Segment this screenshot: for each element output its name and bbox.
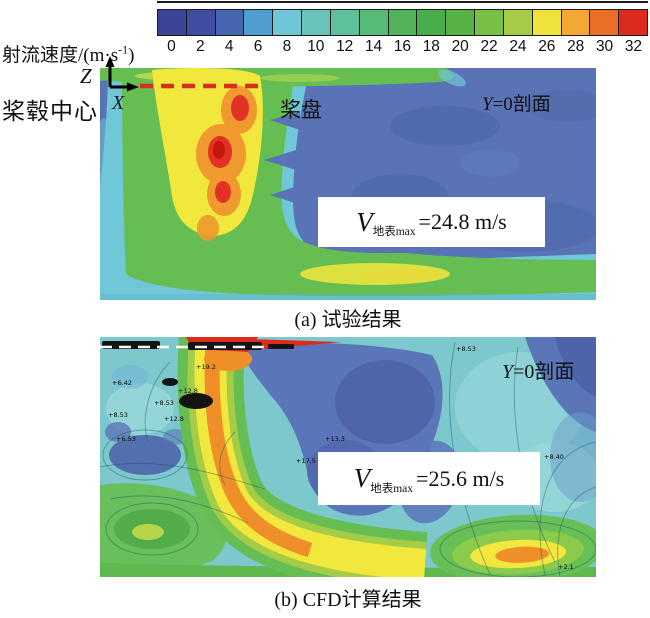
panel-a-experiment: 桨盘 Y=0剖面 V 地表max =24.8 m/s bbox=[100, 68, 596, 300]
panel-b: Y=0剖面 V 地表max =25.6 m/s +19.2 +12.8 +6.42 +8.… bbox=[100, 337, 596, 577]
colorbar-cell bbox=[446, 10, 476, 35]
colorbar-cell bbox=[388, 10, 418, 35]
contour-value-label: +17.5 bbox=[296, 457, 316, 465]
cfd-bottom-right-hotspot bbox=[429, 514, 596, 577]
rotor-disk-notches bbox=[264, 112, 300, 204]
colorbar-tick: 26 bbox=[538, 38, 556, 55]
colorbar-cell bbox=[330, 10, 360, 35]
colorbar-tick: 6 bbox=[253, 38, 263, 55]
colorbar-tick: 4 bbox=[224, 38, 234, 55]
colorbar-tick: 30 bbox=[595, 38, 614, 55]
colorbar-cell bbox=[158, 10, 187, 35]
hub-center-label: 桨毂中心 bbox=[2, 99, 98, 124]
section-plane-y-b: Y bbox=[502, 361, 514, 383]
jet-hotspots-red bbox=[208, 95, 249, 203]
colorbar-cell bbox=[215, 10, 245, 35]
colorbar-tick: 2 bbox=[196, 38, 205, 55]
cfd-jet-band bbox=[177, 337, 428, 577]
colorbar-cell bbox=[619, 10, 648, 35]
section-plane-rest-a: =0剖面 bbox=[492, 94, 551, 115]
contour-value-label: +13.3 bbox=[325, 435, 345, 443]
vmax-annotation-box-b: V 地表max =25.6 m/s bbox=[318, 452, 540, 505]
colorbar-label: 射流速度/(m·s-1) bbox=[2, 40, 134, 67]
contour-value-label: +8.53 bbox=[456, 345, 476, 353]
colorbar-tick: 14 bbox=[364, 38, 383, 55]
colorbar-cells bbox=[157, 9, 648, 36]
figure-top-rule bbox=[157, 1, 648, 3]
caption-panel-a: (a) 试验结果 bbox=[294, 309, 402, 331]
vmax-value-b: =25.6 m/s bbox=[416, 465, 505, 491]
colorbar-label-main: 射流速度/(m·s bbox=[2, 45, 119, 66]
contour-value-label: +6.53 bbox=[116, 435, 136, 443]
x-axis-label: X bbox=[112, 92, 125, 114]
colorbar-cell bbox=[186, 10, 216, 35]
contour-value-label: +6.42 bbox=[112, 379, 132, 387]
colorbar-cell bbox=[532, 10, 562, 35]
vmax-variable-a: V bbox=[356, 206, 373, 237]
cfd-contour-lines bbox=[100, 341, 596, 577]
contour-value-label: +19.2 bbox=[196, 363, 216, 371]
colorbar-cell bbox=[590, 10, 620, 35]
colorbar-tick: 22 bbox=[480, 38, 498, 55]
colorbar-tick: 8 bbox=[282, 38, 292, 55]
colorbar-cell bbox=[503, 10, 533, 35]
contour-value-label: +8.53 bbox=[154, 399, 174, 407]
colorbar-tick: 18 bbox=[422, 38, 440, 55]
colorbar-tick: 20 bbox=[451, 38, 469, 55]
section-plane-y-a: Y bbox=[482, 94, 493, 115]
colorbar-cell bbox=[302, 10, 331, 35]
colorbar-tick: 10 bbox=[307, 38, 325, 55]
experiment-contour-plot bbox=[100, 68, 596, 300]
caption-panel-b: (b) CFD计算结果 bbox=[274, 589, 422, 611]
colorbar-tick: 32 bbox=[624, 38, 643, 55]
colorbar-label-close: ) bbox=[128, 45, 135, 66]
ground-edge-strip bbox=[100, 294, 596, 300]
colorbar-tick: 12 bbox=[336, 38, 354, 55]
colorbar-cell bbox=[475, 10, 504, 35]
contour-value-label: +8.53 bbox=[108, 411, 128, 419]
section-plane-label-a: Y=0剖面 bbox=[482, 89, 551, 116]
colorbar-tick: 0 bbox=[167, 38, 176, 55]
colorbar-cell bbox=[273, 10, 303, 35]
colorbar-tick: 16 bbox=[393, 38, 412, 55]
colorbar-cell bbox=[359, 10, 389, 35]
colorbar-cell bbox=[561, 10, 591, 35]
vmax-subscript-a: 地表max bbox=[372, 226, 416, 238]
colorbar-ticks: 0 2 4 6 8 10 12 14 16 18 20 22 24 26 28 30 32 bbox=[157, 38, 648, 56]
section-plane-rest-b: =0剖面 bbox=[513, 361, 575, 383]
colorbar-tick: 24 bbox=[509, 38, 527, 55]
colorbar-label-exponent: -1 bbox=[118, 42, 129, 57]
colorbar-cell bbox=[244, 10, 274, 35]
z-axis-label: Z bbox=[80, 64, 92, 88]
contour-value-label: +2.1 bbox=[558, 563, 574, 571]
vmax-variable-b: V bbox=[353, 463, 371, 493]
vmax-subscript-b: 地表max bbox=[370, 482, 414, 495]
contour-value-label: +12.8 bbox=[164, 415, 184, 423]
section-plane-label-b: Y=0剖面 bbox=[502, 355, 574, 384]
vmax-value-a: =24.8 m/s bbox=[418, 209, 507, 234]
contour-value-label: +8.40 bbox=[544, 453, 564, 461]
colorbar-tick: 28 bbox=[567, 38, 585, 55]
rotor-disk-label: 桨盘 bbox=[280, 98, 322, 122]
vmax-annotation-box-a: V 地表max =24.8 m/s bbox=[318, 197, 545, 247]
contour-value-label: +12.8 bbox=[178, 387, 198, 395]
colorbar-cell bbox=[417, 10, 447, 35]
